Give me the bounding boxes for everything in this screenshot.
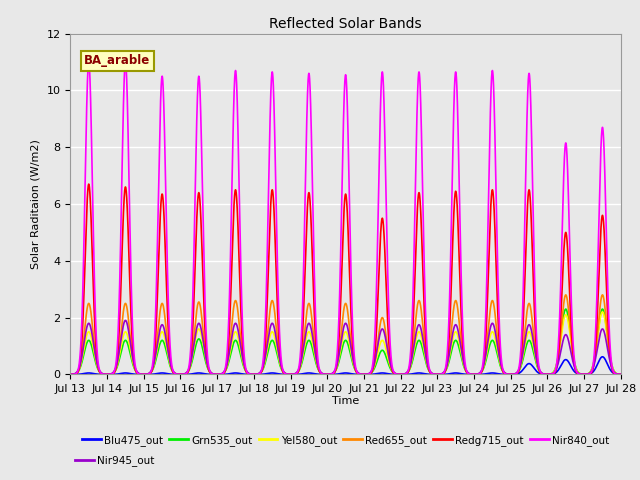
- Nir840_out: [273, 218, 280, 224]
- Nir840_out: [617, 372, 625, 377]
- Yel580_out: [500, 369, 508, 375]
- Nir945_out: [122, 318, 129, 324]
- Blu475_out: [422, 371, 429, 377]
- Red655_out: [615, 372, 623, 377]
- Grn535_out: [422, 358, 429, 364]
- Grn535_out: [273, 348, 280, 354]
- Grn535_out: [184, 369, 192, 374]
- Nir945_out: [422, 352, 429, 358]
- Text: BA_arable: BA_arable: [84, 54, 150, 67]
- Blu475_out: [617, 372, 625, 377]
- Yel580_out: [273, 343, 280, 348]
- Line: Nir945_out: Nir945_out: [70, 321, 621, 374]
- Redg715_out: [273, 278, 280, 284]
- Red655_out: [273, 326, 280, 332]
- Yel580_out: [615, 372, 623, 377]
- Nir945_out: [184, 367, 192, 373]
- Nir945_out: [500, 369, 508, 374]
- Redg715_out: [85, 181, 93, 187]
- Blu475_out: [179, 372, 186, 377]
- Blu475_out: [615, 372, 623, 377]
- X-axis label: Time: Time: [332, 396, 359, 406]
- Nir840_out: [67, 372, 74, 377]
- Yel580_out: [598, 309, 606, 315]
- Grn535_out: [617, 372, 625, 377]
- Blu475_out: [67, 372, 74, 377]
- Yel580_out: [179, 372, 186, 377]
- Nir945_out: [179, 372, 186, 377]
- Title: Reflected Solar Bands: Reflected Solar Bands: [269, 17, 422, 31]
- Grn535_out: [179, 372, 186, 377]
- Red655_out: [598, 292, 606, 298]
- Nir840_out: [500, 369, 508, 375]
- Blu475_out: [273, 371, 280, 376]
- Red655_out: [617, 372, 625, 377]
- Nir840_out: [422, 311, 429, 317]
- Blu475_out: [500, 372, 508, 377]
- Blu475_out: [598, 354, 606, 360]
- Grn535_out: [598, 306, 606, 312]
- Yel580_out: [422, 355, 429, 360]
- Line: Nir840_out: Nir840_out: [70, 62, 621, 374]
- Yel580_out: [617, 372, 625, 377]
- Line: Blu475_out: Blu475_out: [70, 357, 621, 374]
- Red655_out: [179, 372, 186, 377]
- Line: Yel580_out: Yel580_out: [70, 312, 621, 374]
- Red655_out: [500, 370, 508, 375]
- Nir840_out: [85, 59, 93, 65]
- Redg715_out: [500, 370, 508, 376]
- Grn535_out: [615, 372, 623, 377]
- Redg715_out: [615, 372, 623, 377]
- Y-axis label: Solar Raditaion (W/m2): Solar Raditaion (W/m2): [31, 139, 41, 269]
- Red655_out: [422, 349, 429, 355]
- Yel580_out: [67, 372, 74, 377]
- Nir840_out: [184, 367, 192, 373]
- Nir945_out: [273, 337, 280, 343]
- Line: Redg715_out: Redg715_out: [70, 184, 621, 374]
- Redg715_out: [67, 372, 74, 377]
- Line: Red655_out: Red655_out: [70, 295, 621, 374]
- Redg715_out: [617, 372, 625, 377]
- Red655_out: [67, 372, 74, 377]
- Redg715_out: [184, 369, 192, 374]
- Nir840_out: [179, 372, 186, 377]
- Nir840_out: [615, 372, 623, 377]
- Redg715_out: [179, 372, 186, 377]
- Redg715_out: [422, 335, 429, 341]
- Grn535_out: [500, 370, 508, 375]
- Blu475_out: [184, 372, 192, 377]
- Grn535_out: [67, 372, 74, 377]
- Nir945_out: [67, 372, 74, 377]
- Yel580_out: [184, 368, 192, 373]
- Nir945_out: [617, 372, 625, 377]
- Legend: Nir945_out: Nir945_out: [70, 451, 158, 470]
- Red655_out: [184, 369, 192, 374]
- Nir945_out: [615, 372, 623, 377]
- Line: Grn535_out: Grn535_out: [70, 309, 621, 374]
